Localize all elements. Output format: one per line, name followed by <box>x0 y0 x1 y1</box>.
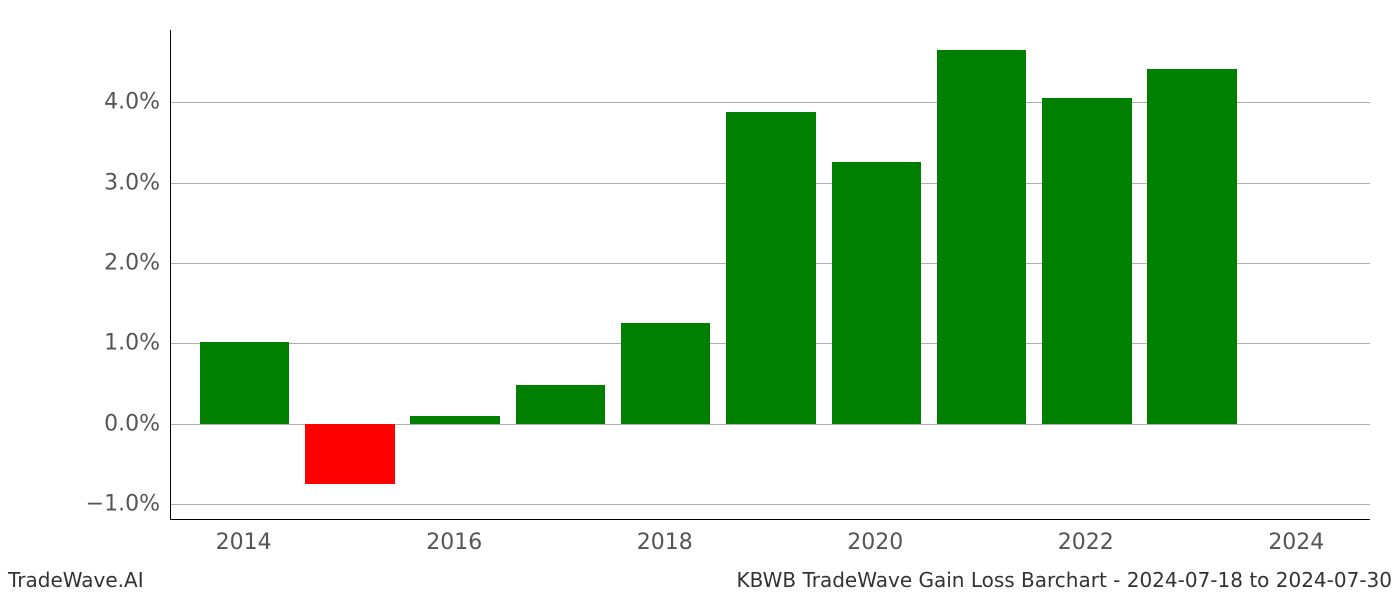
y-tick-label: 1.0% <box>104 331 160 356</box>
plot-area <box>170 30 1370 520</box>
y-tick-label: 4.0% <box>104 90 160 115</box>
bar-2016 <box>410 416 499 424</box>
x-tick-label: 2018 <box>637 530 693 555</box>
footer-left-text: TradeWave.AI <box>8 568 144 592</box>
x-tick-label: 2016 <box>426 530 482 555</box>
bar-2015 <box>305 424 394 484</box>
x-tick-label: 2024 <box>1268 530 1324 555</box>
y-tick-label: 2.0% <box>104 250 160 275</box>
bar-2021 <box>937 50 1026 424</box>
bar-2018 <box>621 323 710 423</box>
y-tick-label: −1.0% <box>86 491 160 516</box>
y-tick-label: 0.0% <box>104 411 160 436</box>
x-tick-label: 2020 <box>847 530 903 555</box>
bar-2023 <box>1147 69 1236 424</box>
bar-2019 <box>726 112 815 424</box>
bar-2020 <box>832 162 921 424</box>
gridline <box>171 504 1370 505</box>
footer-right-text: KBWB TradeWave Gain Loss Barchart - 2024… <box>737 568 1393 592</box>
bar-2022 <box>1042 98 1131 423</box>
bar-2014 <box>200 342 289 424</box>
bar-2017 <box>516 385 605 424</box>
x-tick-label: 2022 <box>1058 530 1114 555</box>
y-tick-label: 3.0% <box>104 170 160 195</box>
chart-plot-area <box>170 30 1370 520</box>
x-tick-label: 2014 <box>216 530 272 555</box>
